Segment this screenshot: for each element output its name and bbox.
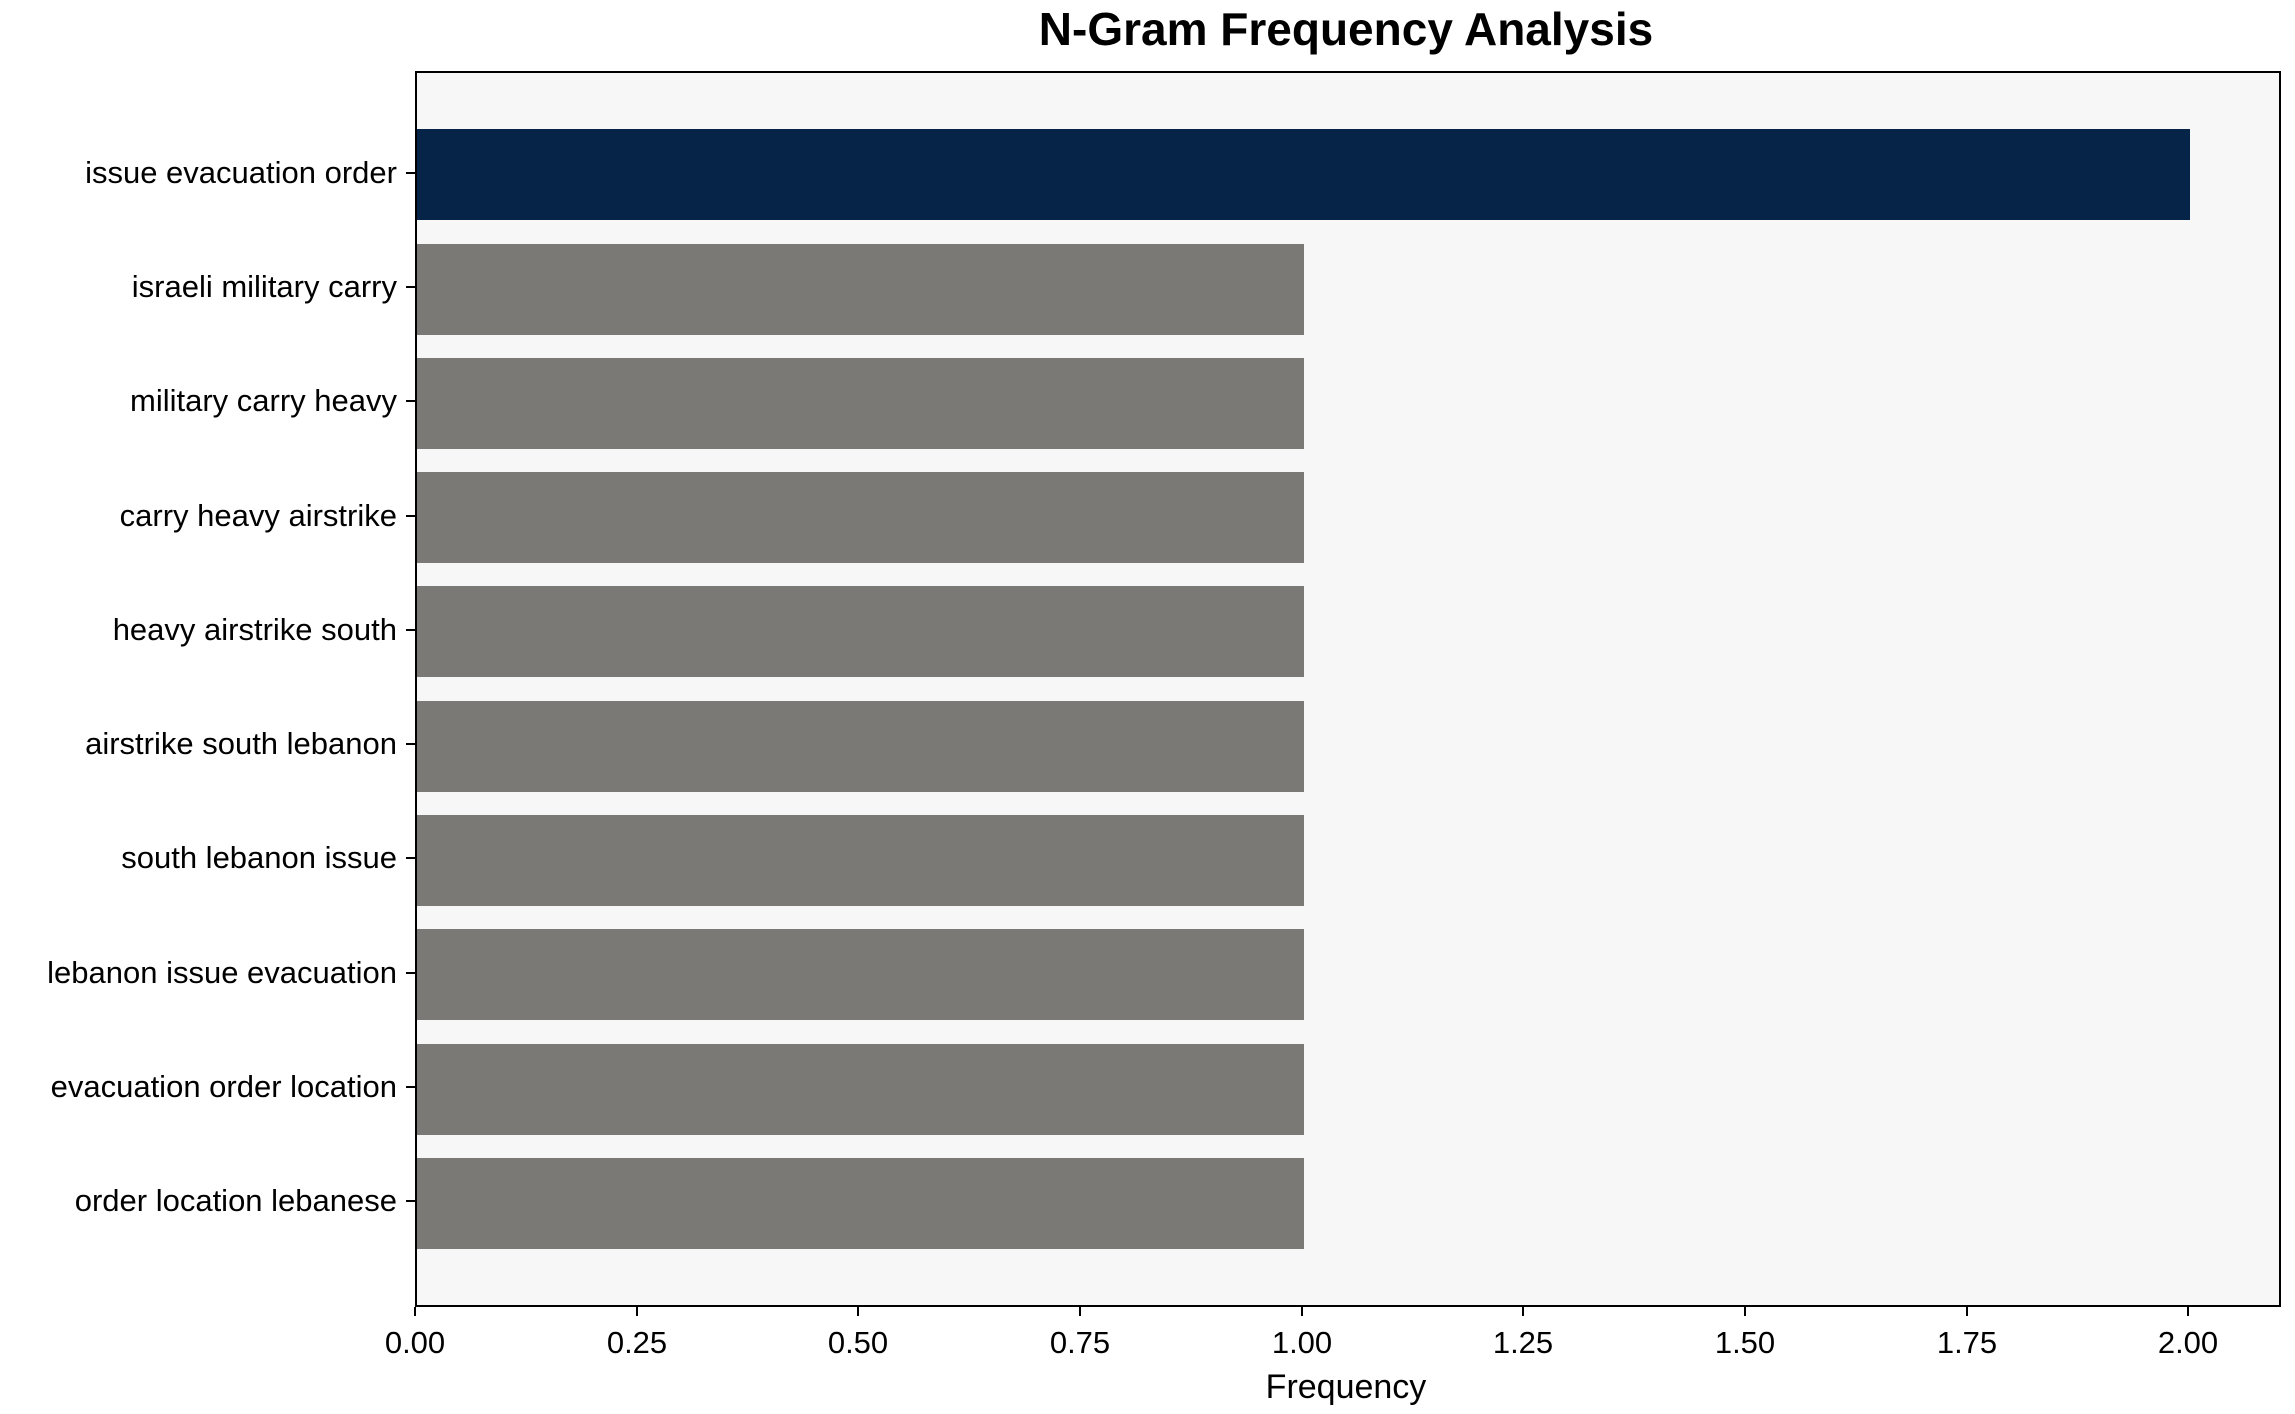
x-tick-label: 0.25 (606, 1325, 668, 1360)
y-tick (406, 629, 415, 631)
x-tick (1301, 1307, 1303, 1316)
bar (417, 129, 2190, 220)
x-tick (857, 1307, 859, 1316)
y-tick (406, 972, 415, 974)
x-tick-label: 1.75 (1936, 1325, 1998, 1360)
bar (417, 586, 1304, 677)
bar (417, 929, 1304, 1020)
x-tick (2187, 1307, 2189, 1316)
y-tick-label: south lebanon issue (121, 840, 397, 875)
y-tick (406, 172, 415, 174)
x-tick (1966, 1307, 1968, 1316)
bar (417, 701, 1304, 792)
y-tick (406, 515, 415, 517)
x-tick-label: 0.50 (827, 1325, 889, 1360)
y-tick (406, 1086, 415, 1088)
y-tick-label: heavy airstrike south (112, 612, 397, 647)
x-tick (636, 1307, 638, 1316)
x-tick-label: 2.00 (2157, 1325, 2219, 1360)
x-axis-label: Frequency (1265, 1368, 1427, 1406)
y-tick-label: carry heavy airstrike (119, 498, 397, 533)
x-tick-label: 0.00 (384, 1325, 446, 1360)
y-tick-label: lebanon issue evacuation (47, 955, 397, 990)
y-tick-label: airstrike south lebanon (85, 726, 397, 761)
x-tick (1744, 1307, 1746, 1316)
x-tick (1522, 1307, 1524, 1316)
bar (417, 358, 1304, 449)
y-tick-label: issue evacuation order (85, 155, 397, 190)
bar (417, 472, 1304, 563)
y-tick (406, 1200, 415, 1202)
x-tick-label: 1.25 (1492, 1325, 1554, 1360)
y-tick-label: military carry heavy (130, 383, 397, 418)
x-tick-label: 1.50 (1714, 1325, 1776, 1360)
chart-title: N-Gram Frequency Analysis (1038, 3, 1654, 55)
x-tick-label: 1.00 (1271, 1325, 1333, 1360)
x-tick (414, 1307, 416, 1316)
y-tick (406, 857, 415, 859)
plot-area (415, 71, 2281, 1307)
y-tick-label: order location lebanese (74, 1183, 397, 1218)
x-tick (1079, 1307, 1081, 1316)
y-tick-label: evacuation order location (50, 1069, 397, 1104)
bar (417, 815, 1304, 906)
bar (417, 1158, 1304, 1249)
y-tick (406, 743, 415, 745)
bar (417, 1044, 1304, 1135)
bar (417, 244, 1304, 335)
y-tick-label: israeli military carry (131, 269, 397, 304)
y-tick (406, 286, 415, 288)
x-tick-label: 0.75 (1049, 1325, 1111, 1360)
y-tick (406, 400, 415, 402)
